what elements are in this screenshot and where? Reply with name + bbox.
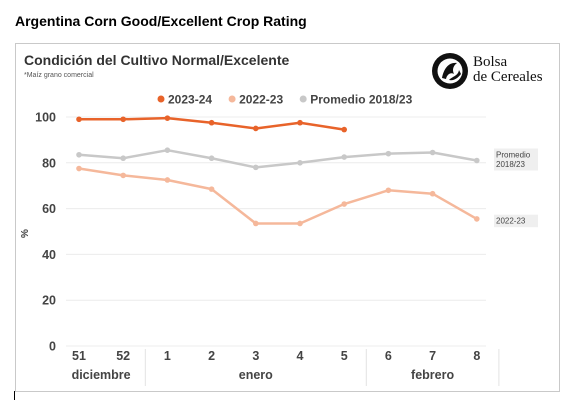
data-point-2-4 (253, 164, 259, 171)
legend-marker-2 (299, 95, 307, 103)
logo-line-2: de Cereales (473, 69, 543, 85)
line-chart: 2023-24 2022-23 Promedio 2018/23 0 20 40 60 80 1… (20, 93, 538, 386)
legend-marker-1 (228, 95, 236, 103)
data-point-0-6 (341, 126, 348, 133)
x-tick-label-52: 52 (116, 349, 130, 363)
data-point-0-1 (120, 116, 126, 123)
x-tick-label-8: 8 (473, 349, 480, 363)
x-tick-label-3: 3 (252, 349, 259, 363)
data-point-1-8 (429, 190, 436, 197)
data-point-1-0 (76, 165, 82, 172)
end-label-2-1: 2018/23 (496, 160, 525, 169)
x-tick-label-51: 51 (72, 349, 86, 363)
y-tick-label-100: 100 (35, 111, 56, 125)
data-point-1-9 (474, 216, 480, 222)
legend-label-0: 2023-24 (168, 93, 212, 107)
data-point-2-2 (164, 147, 171, 154)
y-tick-label-0: 0 (49, 340, 56, 354)
data-point-1-2 (164, 177, 171, 183)
end-label-bg-2 (494, 148, 538, 171)
data-point-1-3 (208, 186, 215, 192)
x-tick-label-7: 7 (429, 349, 436, 363)
legend-label-2: Promedio 2018/23 (310, 93, 412, 107)
bolsa-de-cereales-logo (432, 53, 468, 89)
data-point-0-0 (76, 116, 82, 123)
y-tick-label-40: 40 (42, 248, 56, 262)
data-point-2-8 (429, 149, 436, 156)
data-point-2-1 (120, 155, 126, 162)
data-point-2-5 (297, 160, 303, 166)
x-tick-label-6: 6 (385, 349, 392, 363)
data-point-1-1 (120, 172, 126, 179)
end-label-bg-1 (494, 214, 538, 228)
end-label-2-0: Promedio (496, 151, 531, 160)
data-point-0-2 (164, 115, 171, 121)
data-point-0-5 (297, 119, 303, 126)
y-tick-label-80: 80 (42, 156, 56, 170)
page-title: Argentina Corn Good/Excellent Crop Ratin… (15, 13, 307, 29)
data-point-0-4 (253, 125, 259, 132)
chart-subtitle: *Maíz grano comercial (24, 72, 94, 79)
logo-line-1: Bolsa (473, 54, 508, 70)
x-group-label-2: febrero (411, 368, 454, 382)
data-point-2-6 (341, 154, 348, 160)
legend-label-1: 2022-23 (239, 93, 283, 107)
x-group-label-0: diciembre (72, 368, 131, 382)
data-point-2-9 (474, 157, 480, 164)
text-cursor (14, 391, 15, 400)
x-tick-label-2: 2 (208, 349, 215, 363)
end-label-1-0: 2022-23 (496, 217, 526, 226)
series-line-2 (78, 148, 478, 169)
data-point-0-3 (208, 119, 215, 126)
legend-marker-0 (157, 95, 165, 103)
data-point-2-0 (76, 151, 82, 158)
x-group-label-1: enero (239, 368, 273, 382)
chart-card: Condición del Cultivo Normal/Excelente *… (15, 43, 560, 392)
x-tick-label-1: 1 (164, 349, 171, 363)
y-axis-label: % (20, 229, 31, 238)
data-point-1-5 (297, 220, 303, 227)
data-point-1-7 (385, 187, 392, 194)
data-point-2-3 (208, 155, 215, 162)
chart-title: Condición del Cultivo Normal/Excelente (24, 52, 290, 68)
x-tick-label-4: 4 (297, 349, 304, 363)
x-tick-label-5: 5 (341, 349, 348, 363)
y-tick-label-20: 20 (42, 294, 56, 308)
data-point-1-4 (253, 220, 259, 227)
logo-text: Bolsa de Cereales (473, 55, 543, 85)
y-tick-label-60: 60 (42, 202, 56, 216)
data-point-2-7 (385, 150, 392, 157)
series-line-1 (78, 167, 478, 225)
data-point-1-6 (341, 201, 348, 207)
